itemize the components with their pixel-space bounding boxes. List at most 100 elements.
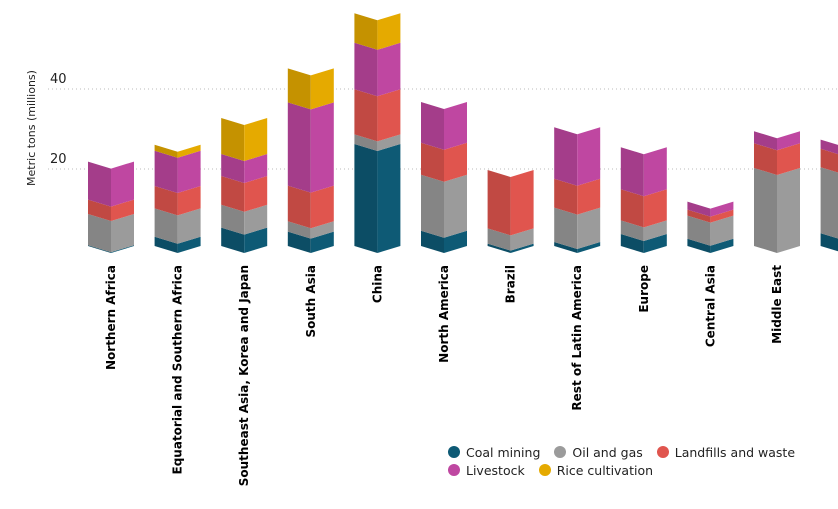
legend-item-rice-cultivation: Rice cultivation xyxy=(538,463,653,478)
legend: Coal mining Oil and gas Landfills and wa… xyxy=(448,443,838,479)
bar-segment-livestock xyxy=(620,147,644,197)
bar-segment-livestock xyxy=(554,127,578,186)
bar-segment-rice-cultivation xyxy=(221,118,245,161)
bar-segment-face xyxy=(577,127,601,186)
bar-segment-landfills-and-waste xyxy=(287,185,311,229)
bar-segment-face xyxy=(510,243,534,253)
bar-segment-landfills-and-waste xyxy=(820,148,838,173)
bar-segment-landfills-and-waste xyxy=(421,142,444,182)
bar-segment-face xyxy=(377,144,401,253)
bar-segment-face xyxy=(377,89,401,142)
bar-segment-face xyxy=(643,234,667,253)
bar-segment-face xyxy=(643,220,667,241)
bar-segment-landfills-and-waste xyxy=(754,143,777,175)
bar-stack xyxy=(754,131,800,253)
legend-swatch-rice-cultivation xyxy=(538,464,551,476)
bar-segment-coal-mining xyxy=(421,230,444,253)
bar-segment-landfills-and-waste xyxy=(687,209,711,223)
bar-stack xyxy=(88,161,134,253)
legend-swatch-livestock xyxy=(448,464,460,476)
bar-segment-face xyxy=(710,215,734,246)
bar-stack xyxy=(620,147,667,253)
bar-stack xyxy=(354,13,401,253)
bar-segment-face xyxy=(777,143,800,175)
bar-segment-face xyxy=(577,207,601,249)
bar-stack xyxy=(421,102,467,253)
bar-segment-coal-mining xyxy=(554,242,578,253)
category-label: Middle East xyxy=(770,265,784,344)
bar-segment-coal-mining xyxy=(620,234,644,253)
bar-segment-coal-mining xyxy=(154,236,178,253)
bar-segment-oil-and-gas xyxy=(687,215,711,246)
bar-segment-face xyxy=(444,142,467,182)
bar-segment-livestock xyxy=(287,102,311,193)
bar-segment-livestock xyxy=(687,201,711,217)
legend-row-1: Coal mining Oil and gas Landfills and wa… xyxy=(448,443,838,461)
bar-segment-livestock xyxy=(820,139,838,155)
bar-segment-landfills-and-waste xyxy=(221,176,245,212)
bar-stack xyxy=(820,139,838,252)
bar-segment-oil-and-gas xyxy=(221,204,245,235)
bar-segment-oil-and-gas xyxy=(88,214,111,253)
bar-segment-landfills-and-waste xyxy=(154,186,178,216)
bar-segment-face xyxy=(777,131,800,151)
category-label: North America xyxy=(437,265,451,363)
category-label: South Asia xyxy=(304,265,318,338)
bar-segment-oil-and-gas xyxy=(754,168,777,253)
bar-segment-oil-and-gas xyxy=(154,208,178,244)
bar-segment-face xyxy=(710,238,734,253)
category-label: China xyxy=(370,265,384,303)
bar-segment-face xyxy=(177,150,201,193)
bar-segment-coal-mining xyxy=(354,144,378,253)
bar-stack xyxy=(487,170,534,253)
bar-segment-coal-mining xyxy=(687,238,711,253)
bar-segment-oil-and-gas xyxy=(820,167,838,239)
category-label: Rest of Latin America xyxy=(570,265,584,411)
bar-segment-coal-mining xyxy=(287,231,311,253)
bar-segment-livestock xyxy=(354,42,378,97)
category-label: Equatorial and Southern Africa xyxy=(171,265,185,474)
bar-segment-face xyxy=(377,134,401,151)
bar-segment-oil-and-gas xyxy=(487,228,511,251)
bar-segment-face xyxy=(244,227,268,253)
y-tick-label: 40 xyxy=(50,72,67,87)
category-label: Southeast Asia, Korea and Japan xyxy=(237,265,251,486)
category-label: Europe xyxy=(637,265,651,313)
bar-segment-coal-mining xyxy=(820,233,838,252)
category-label: Brazil xyxy=(504,265,518,303)
bar-segment-livestock xyxy=(421,102,444,150)
category-labels: Northern Africa Equatorial and Southern A… xyxy=(104,265,838,487)
bar-segment-face xyxy=(244,176,268,212)
bar-segment-face xyxy=(310,68,334,110)
legend-item-livestock: Livestock xyxy=(448,463,525,478)
y-axis-label: Metric tons (millions) xyxy=(25,70,38,186)
category-label: Russia xyxy=(837,265,838,309)
bar-segment-rice-cultivation xyxy=(154,144,178,158)
bar-segment-oil-and-gas xyxy=(354,134,378,151)
bar-segment-landfills-and-waste xyxy=(554,178,578,215)
bar-segment-oil-and-gas xyxy=(620,220,644,241)
bar-segment-coal-mining xyxy=(88,245,111,253)
bar-segment-face xyxy=(310,221,334,239)
bar-segment-face xyxy=(177,236,201,253)
bar-segment-face xyxy=(444,230,467,253)
bar-segment-face xyxy=(244,118,268,161)
bar-segment-face xyxy=(643,189,667,228)
category-label: Northern Africa xyxy=(104,265,118,370)
bar-stack xyxy=(154,144,201,253)
bar-stack xyxy=(287,68,334,253)
bar-segment-oil-and-gas xyxy=(287,221,311,239)
y-axis: 20 40 Metric tons (millions) xyxy=(25,70,67,186)
bar-segment-coal-mining xyxy=(221,227,245,253)
bar-segment-face xyxy=(577,242,601,253)
bar-segment-landfills-and-waste xyxy=(354,89,378,142)
bar-segment-face xyxy=(177,208,201,244)
bar-segment-face xyxy=(710,201,734,217)
bar-segment-landfills-and-waste xyxy=(88,199,111,221)
bar-segment-face xyxy=(710,209,734,223)
bar-segment-livestock xyxy=(754,131,777,151)
bar-segment-rice-cultivation xyxy=(287,68,311,110)
bar-segment-face xyxy=(111,199,134,221)
bar-segment-face xyxy=(310,231,334,253)
bar-segment-oil-and-gas xyxy=(554,207,578,249)
